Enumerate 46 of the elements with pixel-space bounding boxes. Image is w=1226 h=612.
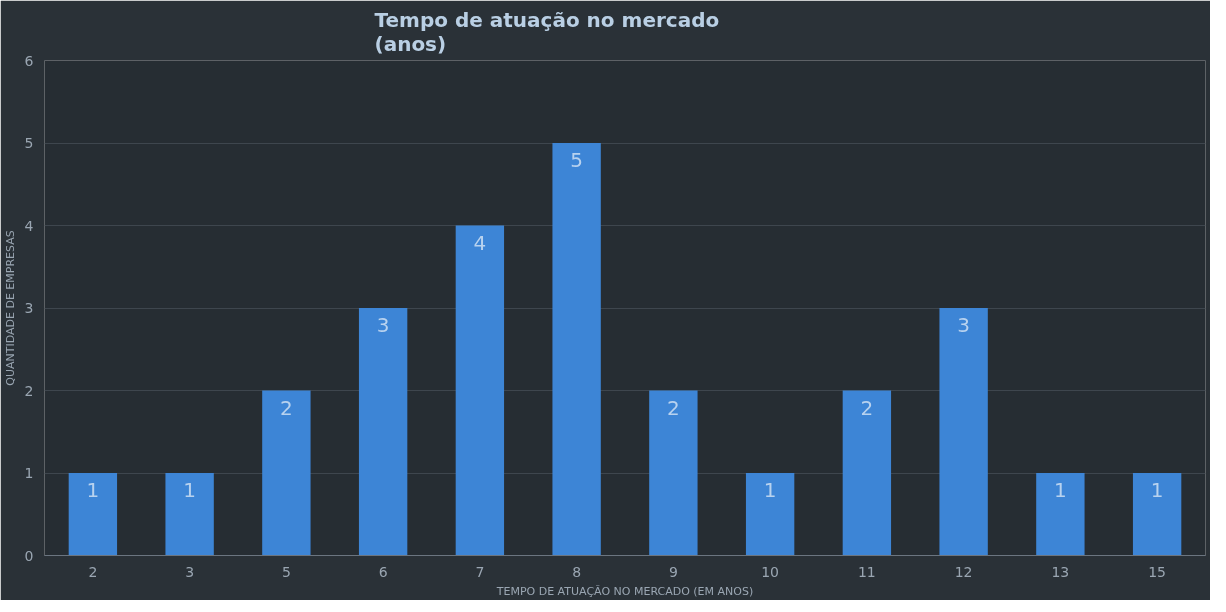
data-label: 2 xyxy=(667,395,680,420)
data-label: 1 xyxy=(1054,478,1067,502)
chart-title: Tempo de atuação no mercado (anos) xyxy=(374,7,720,56)
bar xyxy=(649,390,698,556)
bar xyxy=(1036,473,1085,556)
data-label: 2 xyxy=(860,395,874,420)
data-label: 2 xyxy=(280,395,293,420)
x-tick-label: 8 xyxy=(572,563,582,580)
data-label: 4 xyxy=(473,230,487,255)
y-tick-label: 5 xyxy=(24,135,34,151)
data-label: 1 xyxy=(183,478,196,502)
x-tick-label: 5 xyxy=(281,563,291,580)
data-label: 1 xyxy=(763,478,777,502)
data-label: 3 xyxy=(957,313,970,337)
x-tick-label: 10 xyxy=(761,563,780,580)
data-label: 5 xyxy=(570,148,583,172)
x-tick-label: 3 xyxy=(185,563,195,580)
data-label: 1 xyxy=(1150,478,1164,502)
x-tick-label: 13 xyxy=(1051,563,1070,580)
y-tick-label: 4 xyxy=(24,217,34,234)
y-tick-label: 2 xyxy=(24,382,34,399)
bar xyxy=(358,308,408,556)
x-tick-label: 12 xyxy=(954,563,973,580)
bar xyxy=(842,390,892,556)
x-axis-title: TEMPO DE ATUAÇÃO NO MERCADO (EM ANOS) xyxy=(495,584,754,598)
y-tick-label: 6 xyxy=(24,52,34,69)
y-tick-label: 3 xyxy=(24,300,34,316)
data-label: 1 xyxy=(86,478,100,502)
bar xyxy=(262,390,311,556)
bar xyxy=(455,225,505,556)
x-tick-label: 7 xyxy=(475,563,485,580)
bar xyxy=(1132,473,1182,556)
bar xyxy=(552,143,601,556)
x-tick-label: 15 xyxy=(1148,563,1167,580)
y-tick-label: 0 xyxy=(24,547,34,564)
bar xyxy=(939,308,988,556)
x-tick-label: 9 xyxy=(668,563,678,580)
bar xyxy=(745,473,795,556)
data-label: 3 xyxy=(376,313,390,337)
bar xyxy=(165,473,214,556)
y-tick-label: 1 xyxy=(24,465,34,481)
y-axis-title: QUANTIDADE DE EMPRESAS xyxy=(3,230,17,386)
x-tick-label: 11 xyxy=(857,563,876,580)
x-tick-label: 6 xyxy=(378,563,388,580)
x-tick-label: 2 xyxy=(88,563,98,580)
bar xyxy=(68,473,118,556)
